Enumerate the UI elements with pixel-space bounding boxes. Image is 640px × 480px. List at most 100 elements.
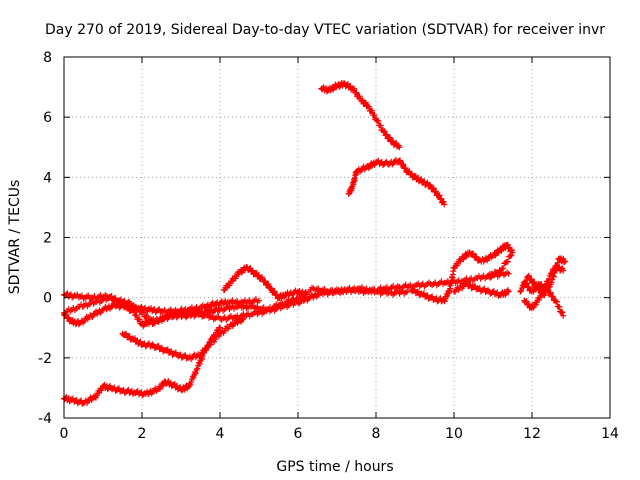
x-tick-labels: 0 2 4 6 8 10 12 14	[60, 426, 619, 442]
data-point	[509, 249, 516, 256]
data-point	[556, 303, 563, 310]
data-point	[505, 253, 512, 260]
data-point	[396, 144, 403, 151]
data-point	[487, 274, 494, 281]
data-point	[430, 185, 437, 192]
data-point	[404, 288, 411, 295]
data-point	[254, 303, 261, 310]
tick-marks	[63, 56, 611, 419]
data-point	[369, 107, 376, 114]
data-point	[125, 303, 132, 310]
data-point	[302, 291, 309, 298]
data-point	[78, 292, 85, 299]
data-point	[375, 117, 382, 124]
data-point	[433, 188, 440, 195]
series-track-i	[408, 241, 516, 305]
series-track-f	[220, 263, 309, 302]
data-point	[123, 330, 130, 337]
data-marks	[61, 79, 569, 407]
data-point	[381, 128, 388, 135]
data-point	[523, 280, 530, 287]
data-point	[111, 295, 118, 302]
data-point	[114, 298, 121, 305]
series-track-h	[345, 156, 448, 208]
data-point	[363, 285, 370, 292]
data-point	[502, 259, 509, 266]
data-point	[237, 301, 244, 308]
data-point	[387, 134, 394, 141]
data-point	[402, 165, 409, 172]
x-tick-label: 10	[445, 426, 463, 442]
series-track-c	[61, 284, 411, 329]
data-point	[112, 295, 119, 302]
data-point	[549, 276, 556, 283]
data-point	[126, 333, 133, 340]
series-track-j	[451, 279, 512, 299]
data-point	[518, 287, 525, 294]
data-point	[365, 103, 372, 110]
data-point	[190, 374, 197, 381]
y-tick-label: 2	[43, 231, 52, 247]
data-point	[260, 304, 267, 311]
x-tick-label: 4	[216, 426, 225, 442]
series-track-m	[521, 279, 567, 319]
series-track-e	[61, 324, 223, 407]
data-point	[315, 285, 322, 292]
data-point	[188, 379, 195, 386]
data-point	[547, 289, 554, 296]
x-tick-label: 6	[294, 426, 303, 442]
data-point	[470, 250, 477, 257]
data-point	[136, 316, 143, 323]
data-point	[234, 297, 241, 304]
data-point	[167, 306, 174, 313]
data-point	[194, 365, 201, 372]
data-point	[400, 161, 407, 168]
data-point	[249, 302, 256, 309]
data-point	[268, 285, 275, 292]
data-point	[371, 112, 378, 119]
data-point	[241, 302, 248, 309]
data-point	[115, 297, 122, 304]
data-point	[545, 278, 552, 285]
data-point	[133, 312, 140, 319]
data-point	[262, 278, 269, 285]
y-tick-label: -2	[38, 351, 52, 367]
data-point	[550, 267, 557, 274]
data-point	[362, 99, 369, 106]
data-point	[161, 307, 168, 314]
data-point	[130, 307, 137, 314]
data-point	[548, 271, 555, 278]
data-point	[493, 269, 500, 276]
data-point	[507, 253, 514, 260]
data-point	[369, 286, 376, 293]
x-tick-label: 8	[372, 426, 381, 442]
data-point	[196, 360, 203, 367]
y-axis-label: SDTVAR / TECUs	[7, 180, 23, 295]
data-point	[192, 370, 199, 377]
y-tick-label: 4	[43, 170, 52, 186]
y-tick-labels: -4 -2 0 2 4 6 8	[38, 50, 52, 427]
data-point	[265, 281, 272, 288]
data-point	[496, 266, 503, 273]
data-point	[562, 258, 569, 265]
data-point	[531, 279, 538, 286]
x-tick-label: 0	[60, 426, 69, 442]
data-point	[560, 312, 567, 319]
data-point	[356, 93, 363, 100]
data-point	[505, 288, 512, 295]
y-tick-label: -4	[38, 411, 52, 427]
data-point	[199, 353, 206, 360]
data-point	[517, 288, 524, 295]
y-tick-label: 0	[43, 291, 52, 307]
data-point	[353, 89, 360, 96]
data-point	[71, 292, 78, 299]
data-point	[217, 324, 223, 331]
data-point	[548, 279, 555, 286]
x-tick-label: 12	[523, 426, 541, 442]
data-point	[473, 253, 480, 260]
data-point	[239, 316, 246, 323]
data-point	[121, 300, 128, 307]
y-tick-label: 6	[43, 110, 52, 126]
